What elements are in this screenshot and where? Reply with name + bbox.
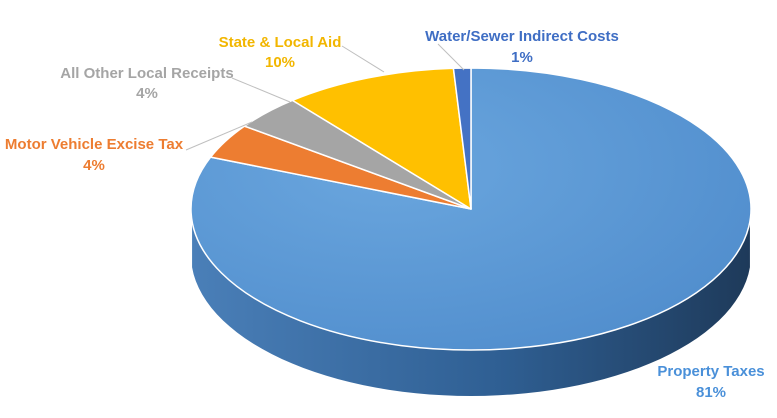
slice-percent-water-sewer-indirect-costs: 1% [511, 49, 533, 66]
leader-line-state-local-aid [341, 45, 385, 73]
leader-line-all-other-local-receipts [231, 77, 291, 103]
slice-label-water-sewer-indirect-costs: Water/Sewer Indirect Costs [425, 28, 619, 45]
slice-label-all-other-local-receipts: All Other Local Receipts [60, 65, 233, 82]
leader-line-motor-vehicle-excise-tax [185, 121, 253, 151]
slice-percent-motor-vehicle-excise-tax: 4% [83, 157, 105, 174]
slice-label-motor-vehicle-excise-tax: Motor Vehicle Excise Tax [5, 136, 184, 153]
leader-line-water-sewer-indirect-costs [437, 43, 465, 71]
pie-side-wall [192, 221, 750, 396]
pie-side-layer [192, 221, 750, 396]
pie-slice-layer [190, 67, 752, 351]
slice-percent-property-taxes: 81% [696, 384, 726, 401]
pie-slice-state-local-aid [291, 67, 472, 210]
label-layer: Property Taxes 81% Motor Vehicle Excise Ta… [5, 28, 765, 401]
slice-label-state-local-aid: State & Local Aid [219, 34, 342, 51]
slice-percent-all-other-local-receipts: 4% [136, 85, 158, 102]
slice-label-property-taxes: Property Taxes [657, 363, 764, 380]
slice-percent-state-local-aid: 10% [265, 54, 295, 71]
leader-line-layer [185, 43, 465, 151]
